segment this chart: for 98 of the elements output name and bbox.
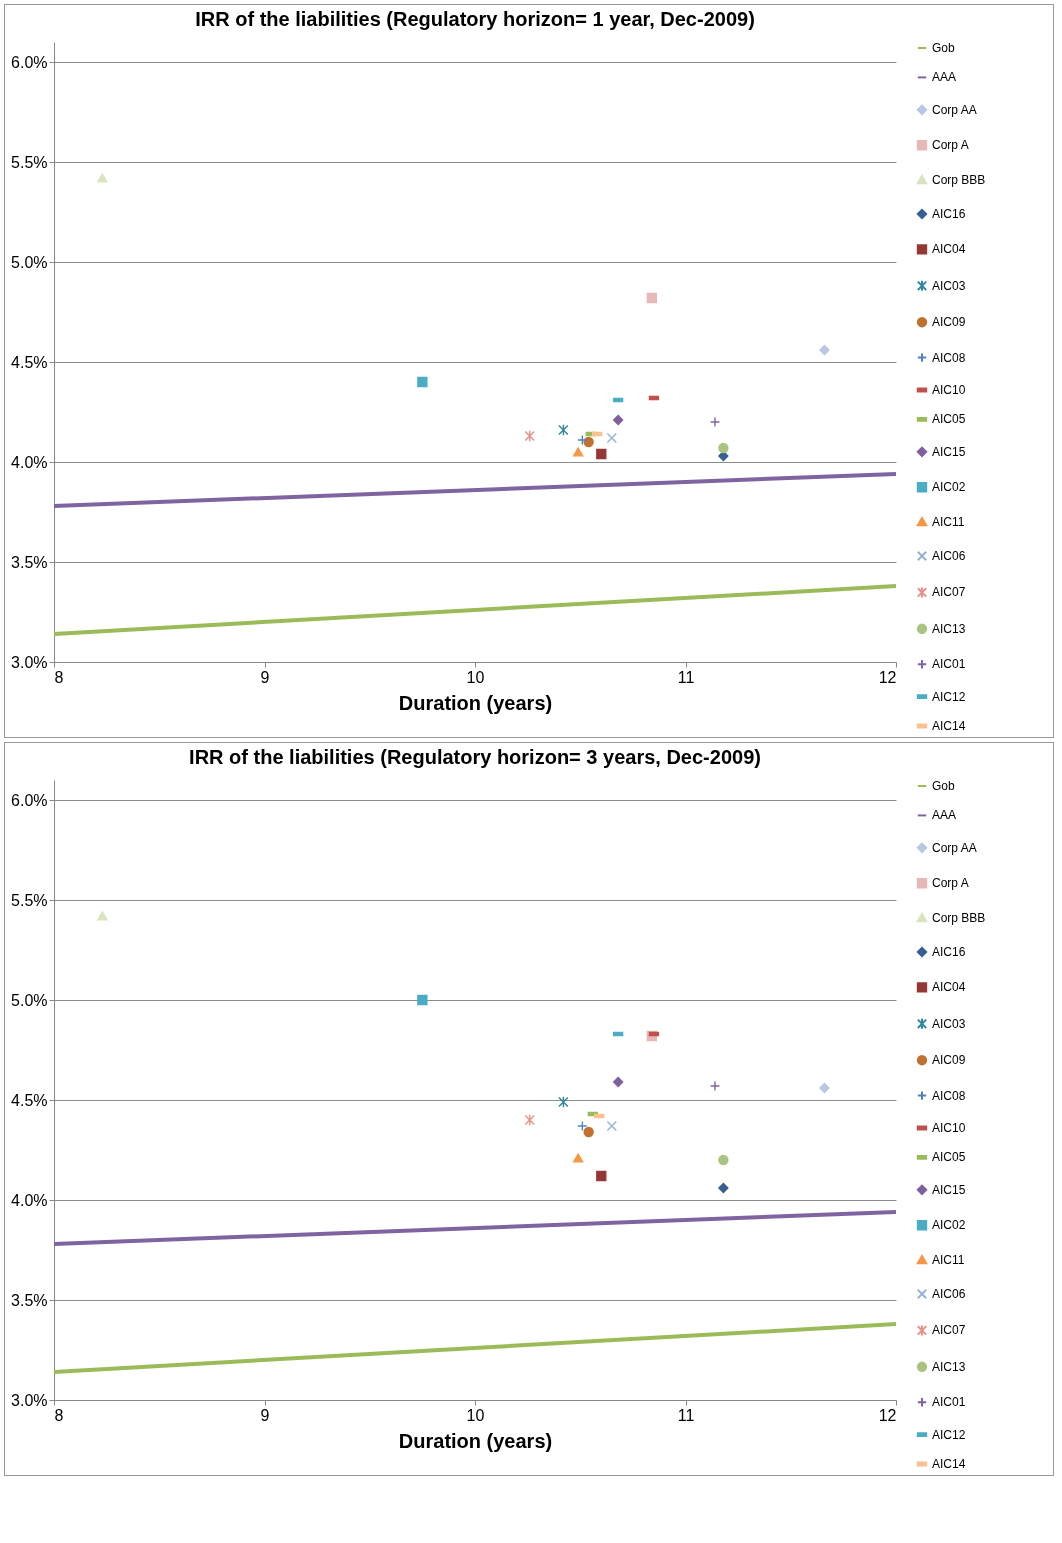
point <box>583 1126 594 1138</box>
legend-label: AIC03 <box>932 278 966 293</box>
legend-label: AIC09 <box>932 315 966 330</box>
chart-title: IRR of the liabilities (Regulatory horizon= 1 year, Dec-2009) <box>195 8 755 30</box>
legend-label: AIC13 <box>932 621 966 636</box>
point <box>819 344 830 356</box>
point <box>819 1082 830 1094</box>
legend-label: AAA <box>932 70 957 85</box>
legend-label: AIC07 <box>932 585 966 600</box>
legend-label: AIC03 <box>932 1016 966 1031</box>
legend-label: AIC13 <box>932 1359 966 1374</box>
point <box>577 1120 588 1132</box>
legend-label: AIC11 <box>932 514 965 529</box>
y-tick-label: 4.5% <box>11 353 48 371</box>
point <box>718 442 729 454</box>
x-tick-label: 8 <box>54 1406 64 1424</box>
point <box>646 292 657 304</box>
point <box>718 1182 729 1194</box>
y-tick-label: 5.5% <box>11 891 48 909</box>
x-tick-label: 10 <box>466 668 485 686</box>
x-tick-label: 11 <box>677 1406 695 1424</box>
point <box>524 429 535 443</box>
point <box>709 1080 721 1092</box>
legend-label: Corp AA <box>932 840 977 855</box>
legend-label: AIC12 <box>932 1427 966 1442</box>
y-tick-label: 6.0% <box>11 791 48 809</box>
legend-label: AIC05 <box>932 1150 966 1165</box>
x-tick-label: 8 <box>54 668 64 686</box>
point <box>524 1113 535 1127</box>
legend-label: AIC08 <box>932 1088 966 1103</box>
legend-label: AIC04 <box>932 242 966 257</box>
y-tick-label: 3.5% <box>11 1291 48 1309</box>
point <box>558 423 569 437</box>
y-tick-label: 5.0% <box>11 253 48 271</box>
point <box>718 1154 729 1166</box>
point <box>606 432 617 444</box>
point <box>572 1153 584 1163</box>
legend-label: AIC10 <box>932 383 966 397</box>
legend-label: AIC14 <box>932 719 966 733</box>
point <box>612 414 624 426</box>
y-tick-label: 3.0% <box>11 653 48 671</box>
x-tick-label: 12 <box>878 668 897 686</box>
point <box>417 376 428 388</box>
legend-label: Corp A <box>932 138 969 153</box>
legend-label: AIC02 <box>932 480 966 495</box>
legend-label: AIC09 <box>932 1053 966 1068</box>
legend-label: AIC11 <box>932 1252 965 1267</box>
x-tick-label: 12 <box>878 1406 897 1424</box>
x-axis-title: Duration (years) <box>398 1429 553 1452</box>
legend-label: AAA <box>932 808 957 823</box>
legend-label: AIC10 <box>932 1121 966 1135</box>
legend-label: AIC12 <box>932 689 966 704</box>
legend-label: AIC02 <box>932 1218 966 1233</box>
legend-label: Gob <box>932 779 956 793</box>
legend-label: Gob <box>932 41 956 55</box>
point <box>596 448 607 460</box>
x-tick-label: 9 <box>260 668 270 686</box>
point <box>596 1170 607 1182</box>
legend-label: AIC15 <box>932 444 966 459</box>
legend-label: AIC01 <box>932 657 966 672</box>
legend-label: AIC01 <box>932 1395 966 1410</box>
legend-label: AIC05 <box>932 412 966 427</box>
legend-label: AIC07 <box>932 1323 966 1338</box>
legend-label: AIC06 <box>932 549 966 563</box>
x-axis-title: Duration (years) <box>398 691 553 714</box>
chart-title: IRR of the liabilities (Regulatory horizon= 3 years, Dec-2009) <box>189 746 761 768</box>
point <box>583 436 594 448</box>
legend-label: Corp BBB <box>932 172 986 187</box>
legend-label: Corp BBB <box>932 910 986 925</box>
legend-label: AIC06 <box>932 1287 966 1301</box>
point <box>572 447 584 457</box>
x-tick-label: 10 <box>466 1406 485 1424</box>
legend-label: AIC14 <box>932 1457 966 1471</box>
point <box>606 1120 617 1132</box>
y-tick-label: 6.0% <box>11 53 48 71</box>
legend-label: AIC08 <box>932 350 966 365</box>
point <box>709 416 721 428</box>
legend-label: AIC16 <box>932 945 966 959</box>
legend-label: Corp A <box>932 876 969 891</box>
y-tick-label: 4.0% <box>11 453 48 471</box>
y-tick-label: 4.0% <box>11 1191 48 1209</box>
y-tick-label: 3.0% <box>11 1391 48 1409</box>
point <box>612 1076 624 1088</box>
y-tick-label: 5.0% <box>11 991 48 1009</box>
legend-label: AIC15 <box>932 1182 966 1197</box>
legend-label: Corp AA <box>932 102 977 117</box>
y-tick-label: 5.5% <box>11 153 48 171</box>
point <box>417 994 428 1006</box>
legend-label: AIC16 <box>932 207 966 221</box>
point <box>97 911 108 921</box>
point <box>558 1095 569 1109</box>
y-tick-label: 3.5% <box>11 553 48 571</box>
x-tick-label: 9 <box>260 1406 270 1424</box>
x-tick-label: 11 <box>677 668 695 686</box>
y-tick-label: 4.5% <box>11 1091 48 1109</box>
point <box>577 434 588 446</box>
point <box>97 173 108 183</box>
legend-label: AIC04 <box>932 980 966 995</box>
